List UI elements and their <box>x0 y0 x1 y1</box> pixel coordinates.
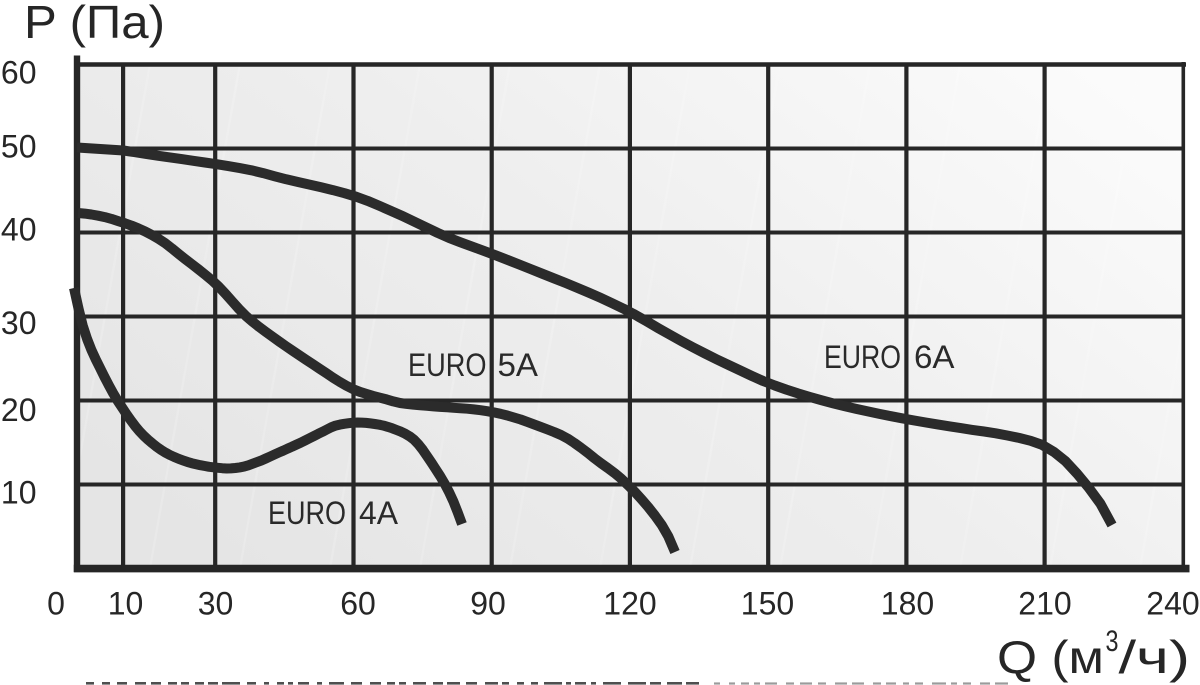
svg-text:EURO: EURO <box>824 339 901 375</box>
svg-text:/ч): /ч) <box>1119 631 1191 683</box>
svg-text:3: 3 <box>1106 625 1119 658</box>
svg-text:240: 240 <box>1146 586 1199 622</box>
svg-text:180: 180 <box>881 586 934 622</box>
svg-text:20: 20 <box>1 392 37 428</box>
svg-text:P (Па): P (Па) <box>24 0 165 48</box>
svg-text:10: 10 <box>108 586 144 622</box>
svg-text:210: 210 <box>1018 586 1071 622</box>
svg-text:0: 0 <box>47 586 65 622</box>
svg-text:Q (м: Q (м <box>997 631 1104 683</box>
svg-text:60: 60 <box>1 54 37 90</box>
svg-text:30: 30 <box>198 586 234 622</box>
svg-text:30: 30 <box>1 305 37 341</box>
svg-text:60: 60 <box>340 586 376 622</box>
svg-text:5A: 5A <box>498 347 539 383</box>
svg-text:50: 50 <box>1 129 37 165</box>
svg-text:4A: 4A <box>359 495 399 531</box>
svg-text:EURO: EURO <box>408 347 487 383</box>
svg-text:10: 10 <box>1 475 37 511</box>
svg-text:150: 150 <box>741 586 794 622</box>
svg-text:120: 120 <box>603 586 656 622</box>
svg-text:90: 90 <box>470 586 506 622</box>
svg-text:EURO: EURO <box>268 495 346 531</box>
svg-text:40: 40 <box>1 212 37 248</box>
svg-text:6A: 6A <box>914 339 955 375</box>
